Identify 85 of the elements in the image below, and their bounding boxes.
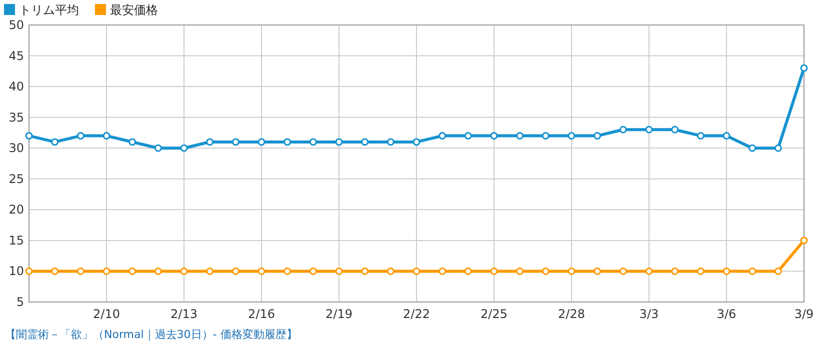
point xyxy=(619,267,627,275)
x-tick-label: 3/3 xyxy=(639,307,659,321)
point xyxy=(309,138,317,146)
point xyxy=(594,267,602,275)
point xyxy=(180,267,188,275)
point xyxy=(386,267,394,275)
point xyxy=(335,138,343,146)
point xyxy=(128,138,136,146)
point xyxy=(102,267,110,275)
point xyxy=(232,267,240,275)
point xyxy=(645,267,653,275)
y-tick-label: 35 xyxy=(8,110,24,124)
point xyxy=(412,267,420,275)
point xyxy=(232,138,240,146)
point xyxy=(386,138,394,146)
point xyxy=(774,267,782,275)
point xyxy=(568,267,576,275)
point xyxy=(206,267,214,275)
x-tick-label: 2/19 xyxy=(326,307,352,321)
point xyxy=(774,144,782,152)
x-tick-label: 2/13 xyxy=(170,307,198,321)
point xyxy=(51,138,59,146)
point xyxy=(258,267,266,275)
point xyxy=(490,267,498,275)
point xyxy=(516,267,524,275)
y-tick-label: 50 xyxy=(8,18,24,32)
x-tick-label: 3/6 xyxy=(716,307,736,321)
legend-label: トリム平均 xyxy=(19,3,79,17)
point xyxy=(568,132,576,140)
y-tick-label: 10 xyxy=(8,264,24,278)
x-tick-label: 2/25 xyxy=(480,307,508,321)
y-tick-label: 25 xyxy=(8,172,24,186)
point xyxy=(464,132,472,140)
point xyxy=(671,126,679,134)
x-tick-label: 2/10 xyxy=(93,307,120,321)
y-tick-label: 20 xyxy=(8,202,24,217)
point xyxy=(102,132,110,140)
x-tick-label: 2/16 xyxy=(248,307,275,321)
y-tick-label: 40 xyxy=(8,80,24,94)
point xyxy=(412,138,420,146)
point xyxy=(800,236,808,244)
y-tick-label: 30 xyxy=(8,141,24,156)
point xyxy=(671,267,679,275)
point xyxy=(154,144,162,152)
point xyxy=(516,132,524,140)
point xyxy=(335,267,343,275)
legend-label: 最安価格 xyxy=(110,3,158,17)
text: 【闇霊術－「欲」（Normal｜過去30日）- 価格変動履歴】 xyxy=(5,328,298,341)
point xyxy=(748,144,756,152)
point xyxy=(284,267,292,275)
point xyxy=(464,267,472,275)
y-tick-label: 5 xyxy=(16,295,24,309)
point xyxy=(542,267,550,275)
x-tick-label: 3/9 xyxy=(794,307,814,321)
point xyxy=(696,132,704,140)
point xyxy=(722,132,730,140)
point xyxy=(696,267,704,275)
point xyxy=(180,144,188,152)
point xyxy=(542,132,550,140)
point xyxy=(800,64,808,72)
point xyxy=(284,138,292,146)
point xyxy=(309,267,317,275)
point xyxy=(645,126,653,134)
point xyxy=(361,138,369,146)
point xyxy=(722,267,730,275)
point xyxy=(154,267,162,275)
point xyxy=(438,267,446,275)
point xyxy=(619,126,627,134)
point xyxy=(25,132,33,140)
y-tick-label: 45 xyxy=(8,48,24,63)
y-tick-label: 15 xyxy=(8,233,24,248)
point xyxy=(206,138,214,146)
point xyxy=(128,267,136,275)
point xyxy=(258,138,266,146)
point xyxy=(51,267,59,275)
point xyxy=(748,267,756,275)
point xyxy=(76,132,84,140)
point xyxy=(490,132,498,140)
point xyxy=(25,267,33,275)
point xyxy=(361,267,369,275)
point xyxy=(76,267,84,275)
x-tick-label: 2/28 xyxy=(558,307,585,321)
point xyxy=(438,132,446,140)
x-tick-label: 2/22 xyxy=(403,307,430,321)
point xyxy=(594,132,602,140)
